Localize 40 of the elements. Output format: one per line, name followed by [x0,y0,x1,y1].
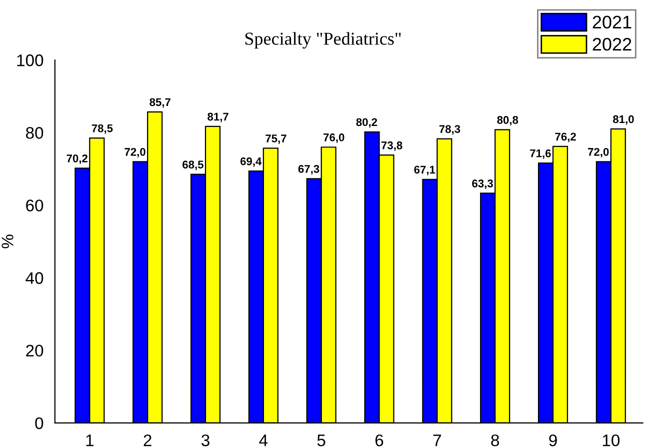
data-label: 70,2 [66,154,88,164]
data-label: 69,4 [240,157,262,167]
legend-label: 2021 [592,16,632,29]
data-label: 73,8 [381,141,402,151]
data-label: 71,6 [530,149,551,159]
data-label: 75,7 [266,134,286,144]
x-tick-label: 1 [86,434,94,446]
x-tick-label: 3 [201,434,210,446]
data-label: 81,0 [613,115,634,125]
x-tick-label: 9 [549,434,557,446]
data-label: 72,0 [588,148,609,158]
x-tick-label: 6 [375,434,384,446]
y-axis-title: % [2,234,14,248]
x-tick-label: 8 [491,434,499,446]
data-label: 63,3 [472,180,493,189]
data-label: 68,5 [182,160,204,170]
data-label: 76,0 [324,133,344,143]
x-tick-label: 4 [259,434,268,446]
data-label: 81,7 [208,112,228,122]
y-tick-label: 60 [26,200,44,212]
y-tick-label: 40 [26,272,44,284]
x-tick-label: 7 [433,434,441,446]
legend-label: 2022 [592,38,632,51]
data-label: 80,8 [497,116,518,126]
data-label: 76,2 [555,132,576,142]
data-label: 78,3 [439,125,460,135]
data-label: 78,5 [92,124,113,134]
y-tick-label: 80 [26,127,44,139]
data-label: 67,3 [298,165,320,174]
data-label: 85,7 [150,98,170,108]
data-label: 67,1 [414,166,436,176]
y-tick-label: 0 [35,417,44,430]
x-tick-label: 10 [602,434,620,446]
x-tick-label: 2 [144,434,152,446]
x-tick-label: 5 [317,434,326,446]
y-tick-label: 100 [17,54,44,66]
chart-title: Specialty "Pediatrics" [245,32,401,49]
y-tick-label: 20 [26,344,44,357]
data-label: 80,2 [356,118,378,128]
data-label: 72,0 [124,148,146,158]
